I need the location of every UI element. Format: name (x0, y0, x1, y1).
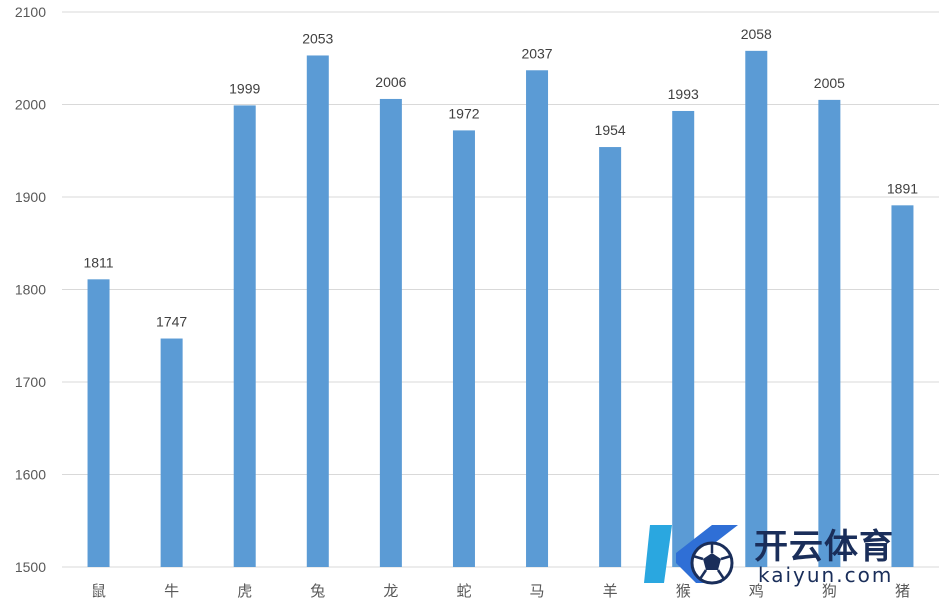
data-label: 1747 (156, 314, 187, 330)
bar (526, 70, 549, 568)
y-tick-label: 2100 (15, 4, 46, 20)
y-tick-label: 1800 (15, 282, 46, 298)
data-label: 1993 (668, 86, 699, 102)
bar (379, 98, 402, 567)
y-tick-label: 1500 (15, 559, 46, 575)
bar (818, 99, 841, 567)
data-label: 2053 (302, 30, 333, 46)
bar (599, 147, 622, 568)
y-tick-label: 1900 (15, 189, 46, 205)
data-label: 1954 (595, 122, 626, 138)
x-category-label: 马 (530, 582, 545, 600)
x-category-label: 鸡 (749, 582, 764, 600)
y-tick-label: 2000 (15, 97, 46, 113)
data-label: 2005 (814, 75, 845, 91)
y-tick-label: 1600 (15, 467, 46, 483)
watermark-logo: 开云体育 kaiyun.com (642, 519, 927, 589)
data-label: 1999 (229, 80, 260, 96)
watermark-domain: kaiyun.com (758, 563, 894, 587)
bar (87, 279, 110, 567)
x-category-label: 兔 (310, 582, 325, 600)
gridlines (62, 11, 939, 568)
x-category-label: 狗 (822, 582, 837, 600)
x-category-label: 牛 (164, 582, 179, 600)
y-axis-ticks: 1500 1600 1700 1800 1900 2000 2100 (15, 4, 46, 575)
x-category-label: 龙 (383, 582, 398, 600)
y-tick-label: 1700 (15, 374, 46, 390)
bar (233, 105, 256, 568)
x-category-label: 猴 (676, 582, 691, 600)
data-label: 1811 (83, 254, 113, 270)
watermark-brand: 开云体育 (754, 527, 894, 567)
x-category-label: 鼠 (91, 582, 106, 600)
bar (160, 338, 183, 567)
x-category-label: 猪 (895, 582, 910, 600)
data-label: 2058 (741, 26, 772, 42)
x-category-label: 蛇 (456, 582, 471, 600)
x-category-label: 虎 (237, 582, 252, 600)
data-labels: 1811 1747 1999 2053 2006 1972 2037 1954 1993 2058… (83, 26, 918, 330)
data-label: 2037 (521, 45, 552, 61)
bar (306, 55, 329, 567)
bar (672, 110, 695, 567)
data-label: 1891 (887, 180, 918, 196)
x-category-label: 羊 (603, 582, 618, 600)
bar (745, 50, 768, 568)
data-label: 2006 (375, 74, 406, 90)
data-label: 1972 (448, 105, 479, 121)
bar (891, 205, 914, 567)
x-axis-categories: 鼠牛虎兔龙蛇马羊猴鸡狗猪 (91, 582, 910, 600)
bars (87, 50, 914, 568)
bar (452, 130, 475, 567)
kaiyun-logo-icon (644, 525, 738, 585)
